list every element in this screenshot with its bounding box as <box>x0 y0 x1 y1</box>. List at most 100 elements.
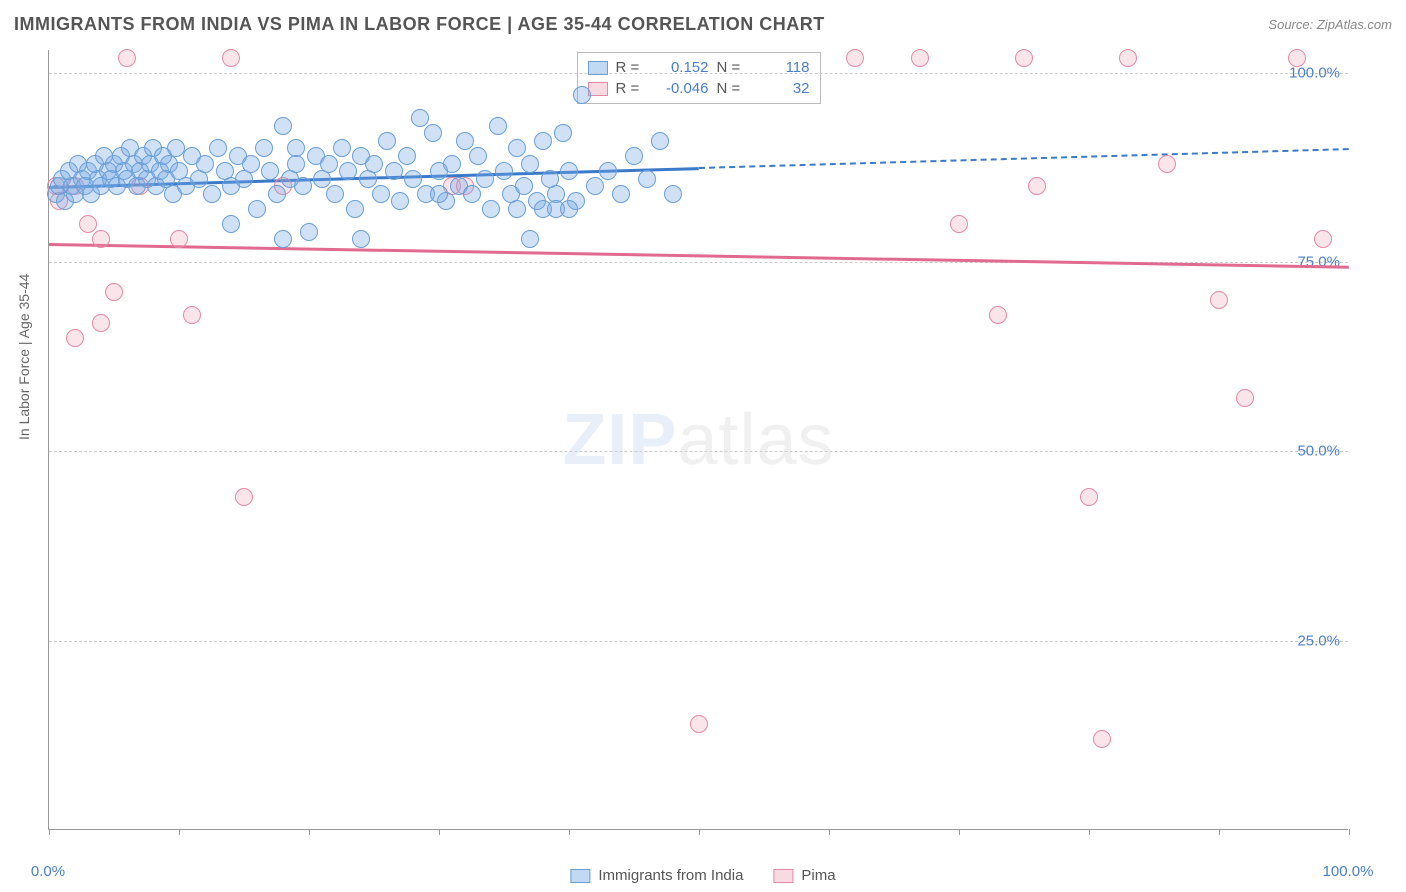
data-point <box>638 170 656 188</box>
data-point <box>411 109 429 127</box>
x-tick-mark <box>439 829 440 835</box>
source-label: Source: <box>1268 17 1313 32</box>
legend-label-india: Immigrants from India <box>598 867 743 884</box>
x-tick-mark <box>49 829 50 835</box>
data-point <box>560 162 578 180</box>
y-tick-label: 75.0% <box>1297 254 1340 271</box>
data-point <box>287 139 305 157</box>
data-point <box>430 185 448 203</box>
data-point <box>1236 389 1254 407</box>
y-tick-label: 25.0% <box>1297 632 1340 649</box>
data-point <box>326 185 344 203</box>
data-point <box>612 185 630 203</box>
r-value-pima: -0.046 <box>654 80 709 97</box>
data-point <box>339 162 357 180</box>
legend-row-pima: R = -0.046 N = 32 <box>588 78 810 99</box>
x-tick-mark <box>829 829 830 835</box>
x-tick-mark <box>1089 829 1090 835</box>
data-point <box>950 215 968 233</box>
data-point <box>66 329 84 347</box>
data-point <box>352 230 370 248</box>
y-tick-label: 100.0% <box>1289 64 1340 81</box>
data-point <box>92 314 110 332</box>
data-point <box>170 230 188 248</box>
regression-line-dashed <box>699 148 1349 169</box>
data-point <box>1028 177 1046 195</box>
data-point <box>690 715 708 733</box>
source-name: ZipAtlas.com <box>1317 17 1392 32</box>
x-tick-mark <box>1219 829 1220 835</box>
data-point <box>482 200 500 218</box>
regression-line <box>49 243 1349 268</box>
data-point <box>508 139 526 157</box>
data-point <box>515 177 533 195</box>
data-point <box>989 306 1007 324</box>
data-point <box>456 132 474 150</box>
y-tick-label: 50.0% <box>1297 443 1340 460</box>
data-point <box>404 170 422 188</box>
data-point <box>255 139 273 157</box>
data-point <box>196 155 214 173</box>
n-value-pima: 32 <box>755 80 810 97</box>
x-tick-mark <box>959 829 960 835</box>
correlation-legend: R = 0.152 N = 118 R = -0.046 N = 32 <box>577 52 821 104</box>
data-point <box>586 177 604 195</box>
data-point <box>268 185 286 203</box>
data-point <box>105 283 123 301</box>
data-point <box>573 86 591 104</box>
data-point <box>554 124 572 142</box>
data-point <box>183 306 201 324</box>
data-point <box>92 230 110 248</box>
swatch-blue-icon <box>570 869 590 883</box>
data-point <box>846 49 864 67</box>
data-point <box>911 49 929 67</box>
data-point <box>1080 488 1098 506</box>
data-point <box>398 147 416 165</box>
data-point <box>651 132 669 150</box>
data-point <box>599 162 617 180</box>
scatter-plot-area: ZIPatlas R = 0.152 N = 118 R = -0.046 N … <box>48 50 1348 830</box>
data-point <box>469 147 487 165</box>
data-point <box>508 200 526 218</box>
gridline <box>49 451 1348 452</box>
data-point <box>222 215 240 233</box>
swatch-pink-icon <box>773 869 793 883</box>
watermark: ZIPatlas <box>562 399 834 481</box>
data-point <box>1119 49 1137 67</box>
chart-title: IMMIGRANTS FROM INDIA VS PIMA IN LABOR F… <box>14 14 825 35</box>
x-tick-mark <box>179 829 180 835</box>
data-point <box>346 200 364 218</box>
data-point <box>625 147 643 165</box>
n-label: N = <box>717 80 747 97</box>
watermark-zip: ZIP <box>562 400 677 480</box>
data-point <box>365 155 383 173</box>
data-point <box>1314 230 1332 248</box>
data-point <box>1288 49 1306 67</box>
data-point <box>294 177 312 195</box>
data-point <box>333 139 351 157</box>
data-point <box>521 230 539 248</box>
data-point <box>261 162 279 180</box>
data-point <box>424 124 442 142</box>
data-point <box>489 117 507 135</box>
data-point <box>534 132 552 150</box>
data-point <box>463 185 481 203</box>
legend-label-pima: Pima <box>801 867 835 884</box>
data-point <box>274 117 292 135</box>
data-point <box>385 162 403 180</box>
gridline <box>49 641 1348 642</box>
data-point <box>521 155 539 173</box>
data-point <box>664 185 682 203</box>
data-point <box>476 170 494 188</box>
data-point <box>79 215 97 233</box>
x-tick-mark <box>309 829 310 835</box>
data-point <box>320 155 338 173</box>
data-point <box>235 488 253 506</box>
data-point <box>560 200 578 218</box>
data-point <box>203 185 221 203</box>
data-point <box>1210 291 1228 309</box>
chart-header: IMMIGRANTS FROM INDIA VS PIMA IN LABOR F… <box>14 14 1392 35</box>
data-point <box>118 49 136 67</box>
data-point <box>443 155 461 173</box>
data-point <box>1093 730 1111 748</box>
